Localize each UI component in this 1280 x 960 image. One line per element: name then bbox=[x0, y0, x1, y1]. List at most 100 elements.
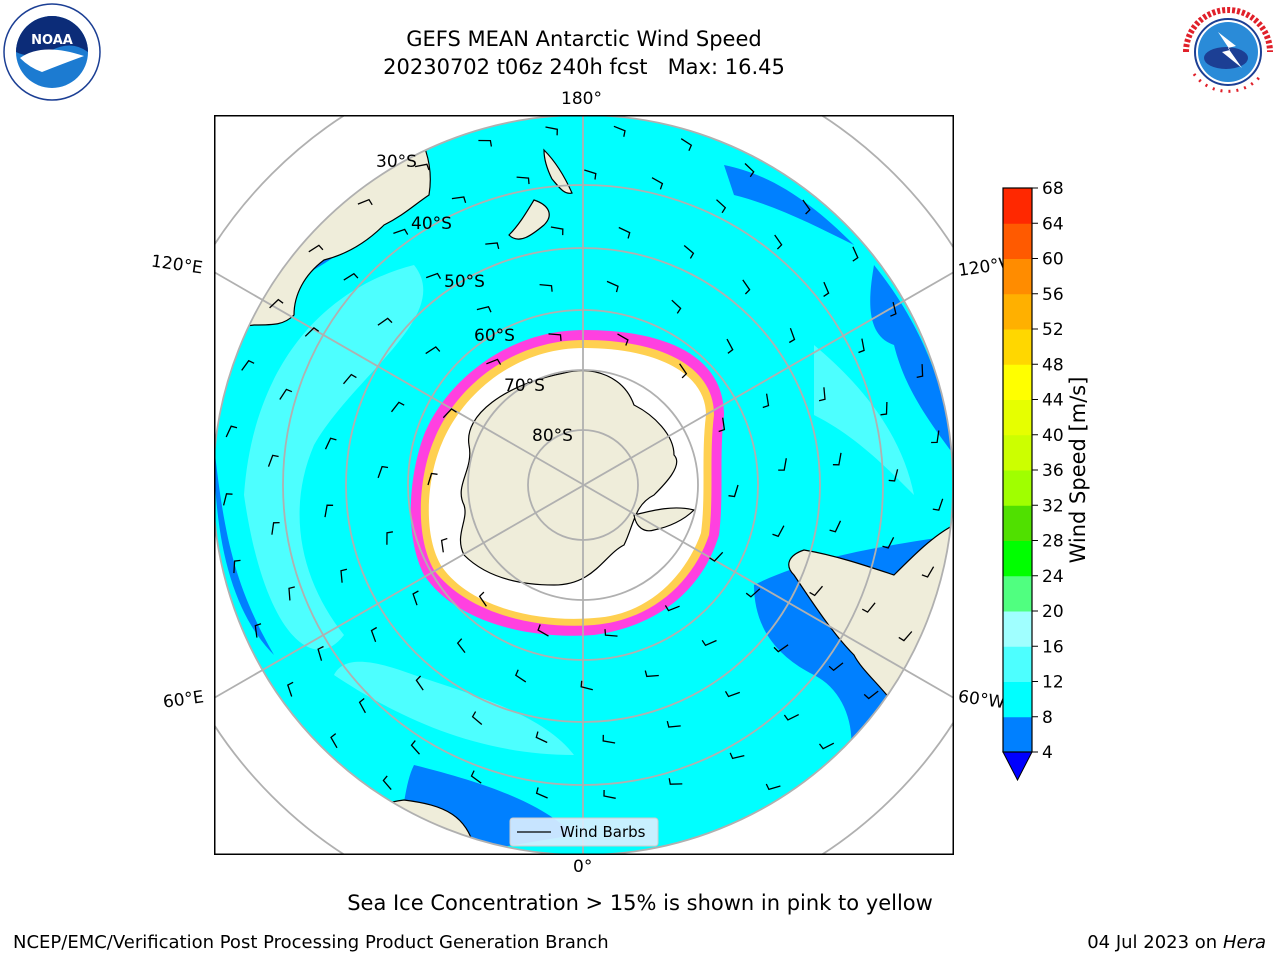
wind-barb bbox=[279, 388, 293, 400]
wind-barb bbox=[478, 591, 487, 607]
wind-barb bbox=[668, 778, 683, 785]
wind-barb bbox=[414, 163, 430, 171]
new-zealand-north-island bbox=[543, 148, 573, 194]
wind-region-4-8 bbox=[724, 165, 854, 245]
wind-barb bbox=[765, 783, 781, 791]
wind-region-4-8 bbox=[214, 445, 274, 655]
wind-barb bbox=[818, 742, 835, 750]
wind-region-4-8 bbox=[870, 265, 953, 455]
wind-barb bbox=[357, 198, 373, 206]
colorbar-label: Wind Speed [m/s] bbox=[1066, 376, 1090, 564]
wind-barb bbox=[774, 234, 783, 250]
wind-barb bbox=[671, 299, 682, 314]
wind-barb bbox=[410, 740, 420, 755]
wind-barb bbox=[744, 163, 755, 178]
wind-barb bbox=[537, 624, 549, 637]
wind-barb bbox=[308, 244, 324, 253]
wind-barb bbox=[888, 469, 899, 482]
wind-barb bbox=[778, 458, 787, 471]
colorbar-segment bbox=[1003, 188, 1032, 224]
antarctic-wind-map: 30°S 40°S 50°S 60°S 70°S 80°S Wind Barbs bbox=[214, 115, 954, 855]
wind-barb bbox=[425, 272, 442, 280]
wind-barb bbox=[470, 770, 482, 784]
wind-barb bbox=[858, 338, 865, 354]
antarctic-peninsula bbox=[633, 507, 696, 532]
wind-barb bbox=[584, 169, 597, 180]
wind-barb bbox=[377, 465, 389, 479]
colorbar-tick-label: 20 bbox=[1042, 602, 1064, 622]
lon-label-180: 180° bbox=[561, 89, 602, 109]
wind-barb bbox=[742, 279, 751, 295]
lon-label-0: 0° bbox=[573, 857, 593, 877]
noaa-logo: NOAA bbox=[3, 3, 101, 101]
wind-barb bbox=[386, 531, 394, 545]
colorbar-tick-label: 12 bbox=[1042, 673, 1064, 693]
wind-barb bbox=[442, 408, 457, 419]
wind-barb bbox=[617, 333, 629, 346]
wind-barb bbox=[304, 327, 320, 337]
colorbar-segment bbox=[1003, 540, 1032, 577]
wind-barb bbox=[726, 338, 734, 354]
wind-barb bbox=[233, 559, 241, 574]
wind-barb bbox=[606, 280, 619, 293]
wind-barb bbox=[679, 363, 688, 379]
wind-barb bbox=[485, 242, 500, 250]
wind-barb bbox=[287, 681, 294, 697]
colorbar-segment bbox=[1003, 364, 1032, 400]
wind-barb bbox=[604, 629, 618, 637]
colorbar-segment bbox=[1003, 399, 1032, 436]
plot-subtitle: 20230702 t06z 240h fcst Max: 16.45 bbox=[383, 55, 785, 79]
lat-label-40s: 40°S bbox=[411, 214, 452, 234]
wind-barb bbox=[716, 199, 727, 214]
colorbar-segment bbox=[1003, 646, 1032, 682]
legend-box bbox=[509, 817, 659, 847]
lat-label-80s: 80°S bbox=[532, 426, 573, 446]
wind-barb bbox=[478, 139, 493, 147]
wind-barb bbox=[916, 364, 924, 379]
sea-ice-caption: Sea Ice Concentration > 15% is shown in … bbox=[347, 891, 933, 915]
wind-barb bbox=[728, 484, 739, 498]
wind-barb bbox=[651, 177, 664, 190]
wind-barb bbox=[415, 675, 424, 691]
wind-barb bbox=[932, 498, 944, 511]
wind-barb bbox=[818, 387, 826, 402]
wind-barb bbox=[440, 537, 448, 553]
wind-barb bbox=[613, 125, 626, 137]
wind-barb bbox=[772, 525, 785, 538]
wind-barb bbox=[535, 731, 548, 744]
legend-label: Wind Barbs bbox=[560, 823, 646, 841]
wind-barb bbox=[683, 245, 695, 259]
wind-barb bbox=[377, 317, 393, 326]
footer-date-text: 04 Jul 2023 on bbox=[1087, 932, 1223, 953]
wind-region-12-16 bbox=[334, 661, 574, 755]
new-zealand-south-island bbox=[508, 199, 550, 240]
wind-barb bbox=[701, 639, 717, 647]
wind-barb bbox=[729, 752, 745, 760]
lon-label-60e: 60°E bbox=[161, 687, 206, 713]
colorbar-segment bbox=[1003, 293, 1032, 330]
wind-barb bbox=[882, 537, 895, 549]
colorbar-tick-label: 8 bbox=[1042, 708, 1053, 728]
wind-barb bbox=[890, 301, 897, 317]
national-weather-service-logo bbox=[1180, 4, 1276, 100]
lat-label-70s: 70°S bbox=[504, 376, 545, 396]
wind-barb bbox=[788, 327, 796, 344]
wind-barb bbox=[456, 638, 466, 653]
wind-barb bbox=[548, 333, 562, 341]
wind-barb bbox=[921, 566, 935, 578]
wind-barb bbox=[324, 504, 334, 518]
map-frame bbox=[214, 115, 954, 855]
wind-barb bbox=[343, 373, 357, 385]
wind-barb bbox=[412, 590, 419, 606]
footer-branch: NCEP/EMC/Verification Post Processing Pr… bbox=[13, 932, 609, 953]
wind-barb bbox=[829, 520, 842, 533]
wind-barb bbox=[898, 631, 913, 642]
wind-barb bbox=[330, 733, 338, 749]
lat-label-60s: 60°S bbox=[474, 326, 515, 346]
colorbar-tick-label: 52 bbox=[1042, 320, 1064, 340]
wind-barb bbox=[451, 196, 467, 203]
colorbar-tick-label: 68 bbox=[1042, 180, 1064, 199]
wind-barb bbox=[718, 417, 726, 433]
wind-barb bbox=[427, 472, 438, 486]
plot-title: GEFS MEAN Antarctic Wind Speed bbox=[406, 27, 762, 51]
